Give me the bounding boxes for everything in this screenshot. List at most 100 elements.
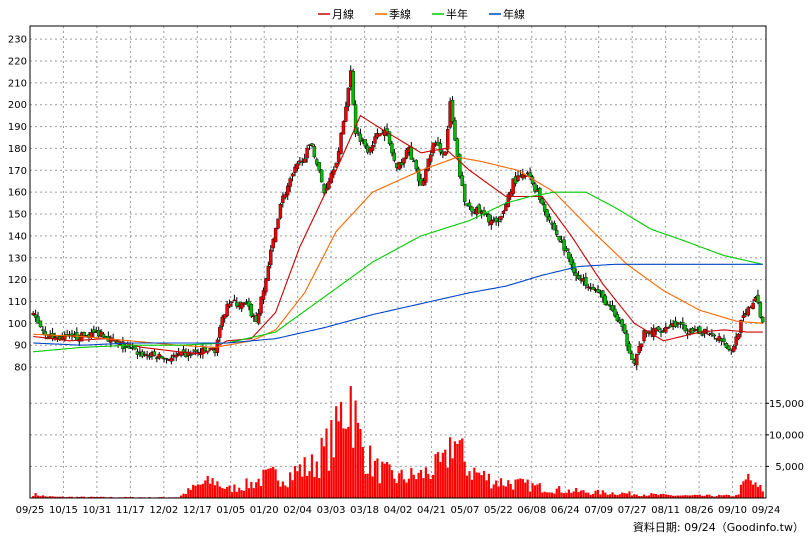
- volume-bar: [446, 467, 449, 498]
- candle-body: [242, 303, 246, 305]
- volume-bar: [407, 478, 410, 498]
- candle-body: [547, 216, 552, 221]
- candle-body: [164, 358, 169, 360]
- candle-body: [397, 162, 401, 170]
- volume-bar: [533, 485, 537, 498]
- candle-body: [259, 296, 263, 314]
- candle-body: [681, 321, 685, 325]
- volume-bar: [759, 484, 762, 498]
- volume-bar: [526, 479, 529, 498]
- volume-bar: [187, 488, 190, 498]
- volume-bar: [756, 486, 760, 498]
- candle-body: [576, 275, 581, 279]
- volume-bar: [332, 457, 335, 498]
- candle-body: [310, 143, 314, 146]
- volume-bar: [688, 495, 692, 498]
- x-axis: 09/25 10/15 10/31 11/17 12/02 12/17 01/05 01/20…: [16, 505, 781, 516]
- candle-body: [625, 333, 629, 347]
- volume-bar: [531, 483, 534, 498]
- volume-bar: [257, 478, 260, 498]
- volume-bar: [199, 484, 202, 498]
- price-tick-label: 170: [8, 166, 27, 177]
- candle-body: [414, 160, 418, 170]
- candle-body: [591, 287, 595, 290]
- candle-body: [317, 162, 321, 171]
- x-tick-label: 08/11: [651, 505, 680, 516]
- volume-bar: [240, 490, 243, 498]
- volume-bar: [92, 496, 95, 498]
- candle-body: [239, 302, 244, 309]
- volume-bar: [410, 468, 413, 498]
- volume-bar: [696, 494, 699, 498]
- volume-bar: [548, 492, 551, 498]
- candle-body: [739, 320, 743, 333]
- x-tick-label: 03/18: [350, 505, 379, 516]
- candle-body: [373, 136, 377, 144]
- volume-bar: [514, 479, 517, 498]
- candle-body: [523, 175, 527, 178]
- candle-body: [652, 328, 656, 337]
- volume-bar: [264, 469, 267, 498]
- volume-bar: [499, 478, 503, 498]
- candle-body: [147, 355, 152, 358]
- candle-body: [387, 131, 392, 144]
- volume-bar: [235, 491, 238, 498]
- volume-bar: [298, 464, 301, 498]
- volume-bar: [587, 492, 590, 498]
- volume-bar: [744, 479, 747, 498]
- candle-body: [133, 345, 137, 350]
- volume-bar: [281, 481, 284, 498]
- candle-body: [613, 308, 617, 317]
- ma-line-月線: [33, 114, 763, 355]
- candle-body: [232, 299, 237, 302]
- x-tick-label: 09/24: [752, 505, 781, 516]
- candle-body: [460, 175, 464, 186]
- candle-body: [269, 249, 273, 266]
- volume-bar: [468, 471, 471, 498]
- volume-bar: [245, 478, 248, 498]
- candle-body: [247, 300, 251, 307]
- volume-bar: [727, 495, 730, 498]
- volume-bar: [269, 468, 272, 498]
- volume-bar: [456, 443, 459, 498]
- candle-body: [143, 353, 147, 356]
- volume-bar: [388, 464, 391, 498]
- volume-bar: [623, 493, 626, 498]
- volume-bar: [485, 480, 488, 498]
- volume-bar: [628, 491, 631, 498]
- volume-bar: [752, 484, 755, 498]
- volume-bar: [698, 494, 701, 498]
- volume-bar: [606, 494, 609, 498]
- volume-bar: [429, 478, 432, 498]
- volume-bar: [286, 487, 289, 498]
- candle-body: [193, 349, 198, 352]
- candle-body: [123, 346, 128, 349]
- volume-bar: [737, 494, 740, 498]
- x-tick-label: 05/07: [450, 505, 479, 516]
- candle-body: [445, 129, 450, 150]
- candle-body: [467, 202, 472, 207]
- legend-label-halfyear: 半年: [446, 7, 468, 21]
- volume-bar: [439, 461, 442, 498]
- candle-body: [302, 158, 307, 163]
- candle-body: [293, 166, 297, 173]
- volume-bar: [289, 472, 292, 498]
- volume-bar: [189, 489, 192, 498]
- candle-body: [271, 238, 275, 249]
- volume-bar: [306, 475, 309, 498]
- volume-bar: [621, 492, 624, 498]
- candle-body: [450, 99, 455, 122]
- x-tick-label: 08/26: [685, 505, 714, 516]
- candle-body: [281, 195, 285, 203]
- price-tick-label: 180: [8, 144, 27, 155]
- candle-body: [756, 294, 760, 303]
- candle-body: [635, 353, 639, 366]
- volume-bar: [160, 496, 163, 498]
- candle-body: [710, 332, 714, 335]
- volume-bar: [567, 489, 570, 498]
- volume-bar: [44, 496, 47, 498]
- volume-bar: [41, 495, 44, 498]
- volume-bar: [378, 483, 381, 498]
- candle-body: [38, 320, 43, 328]
- candle-body: [334, 162, 338, 168]
